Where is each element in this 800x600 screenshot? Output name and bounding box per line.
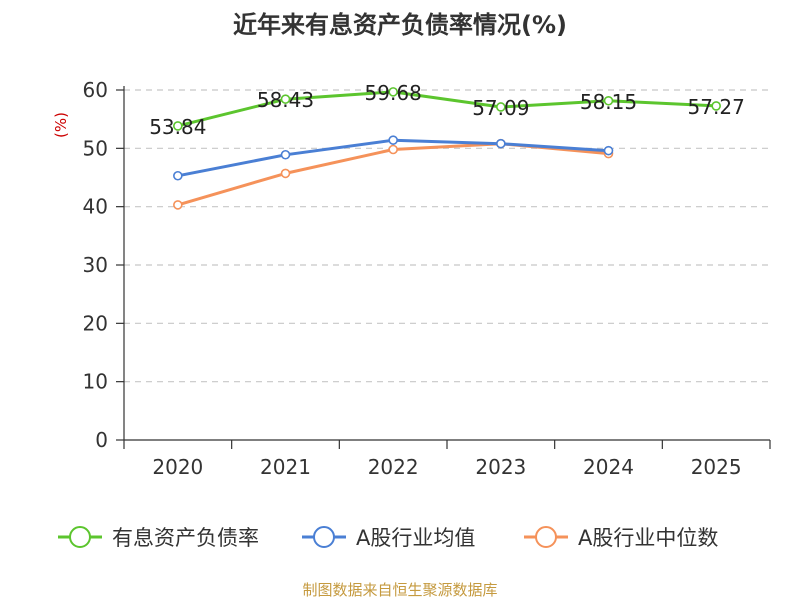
legend[interactable]: 有息资产负债率 A股行业均值 A股行业中位数 [58,526,718,550]
x-tick-label: 2020 [152,455,203,479]
data-label: 57.27 [688,95,745,119]
x-tick-label: 2024 [583,455,634,479]
legend-item[interactable]: A股行业中位数 [524,526,718,550]
data-label: 57.09 [472,96,529,120]
data-point [496,102,506,112]
data-point [280,149,291,160]
data-point [173,121,183,131]
data-point [173,200,183,210]
data-point [603,95,614,106]
data-label: 59.68 [365,81,422,105]
series-line [177,90,717,128]
data-point [280,94,291,104]
tick-labels: 0 10 20 30 40 50 60 2020 2021 2022 2023 2024 2025 [83,78,742,479]
data-point [388,144,398,155]
y-tick-label: 60 [83,78,108,102]
legend-marker [535,526,557,548]
y-tick-label: 20 [83,311,108,335]
legend-item[interactable]: 有息资产负债率 [58,526,259,550]
x-tick-label: 2025 [691,455,742,479]
y-axis-label: (%) [52,112,70,138]
data-point [388,135,398,145]
x-tick-label: 2022 [368,455,419,479]
gridlines [124,89,770,383]
y-tick-label: 30 [83,253,108,277]
data-label: 53.84 [149,115,206,139]
legend-marker [69,526,91,548]
chart-title: 近年来有息资产负债率情况(%) [233,11,567,39]
legend-item[interactable]: A股行业均值 [302,526,475,550]
x-tick-label: 2023 [475,455,526,479]
axes [116,86,771,449]
data-point [496,138,506,149]
y-tick-label: 50 [83,136,108,160]
data-labels: 53.84 58.43 59.68 57.09 58.15 57.27 [149,81,745,139]
legend-label: A股行业中位数 [578,526,718,550]
source-note: 制图数据来自恒生聚源数据库 [302,581,497,599]
data-point [388,87,398,97]
x-tick-label: 2021 [260,455,311,479]
data-point [711,101,721,111]
data-label: 58.43 [257,88,314,112]
y-tick-label: 10 [83,370,108,394]
data-point [280,168,291,179]
series-layer [173,87,721,210]
legend-marker [313,526,335,548]
data-point [173,170,183,181]
y-tick-label: 40 [83,195,108,219]
data-point [603,145,614,156]
legend-label: A股行业均值 [356,526,475,550]
data-label: 58.15 [580,90,637,114]
y-tick-label: 0 [95,428,108,452]
legend-label: 有息资产负债率 [112,526,259,550]
